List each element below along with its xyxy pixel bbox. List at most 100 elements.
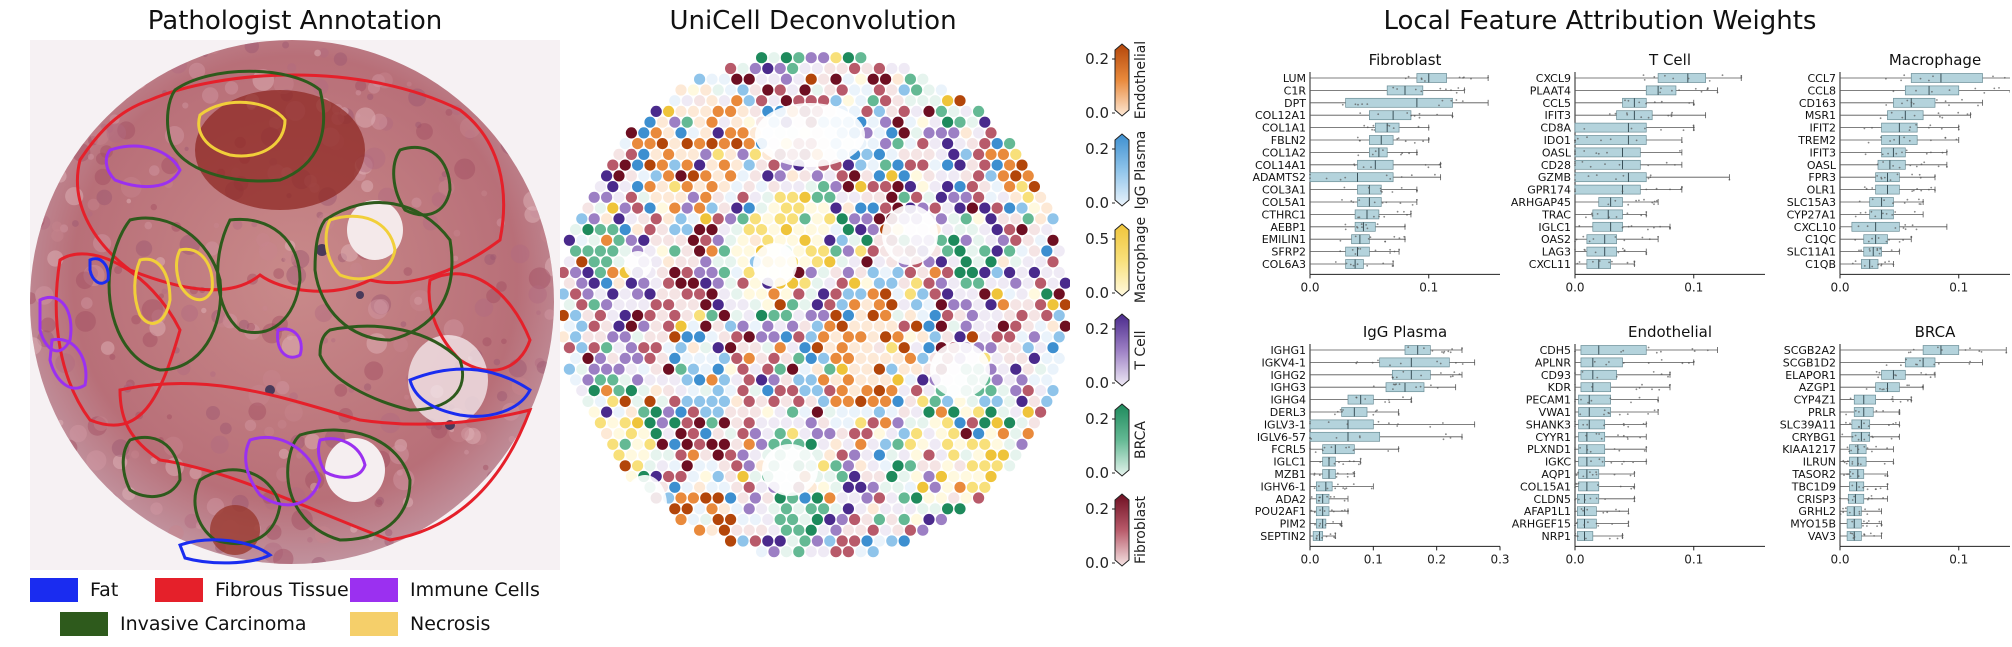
spot xyxy=(818,245,830,257)
spot xyxy=(948,470,960,483)
spot xyxy=(756,417,768,429)
spot xyxy=(1028,331,1040,343)
spot xyxy=(632,417,644,429)
spot xyxy=(632,460,644,472)
spot xyxy=(811,299,823,311)
spot xyxy=(892,266,904,279)
spot xyxy=(818,438,830,450)
spot xyxy=(849,256,861,268)
spot xyxy=(892,395,904,407)
spot xyxy=(625,449,637,461)
spot xyxy=(911,191,923,203)
spot xyxy=(787,342,799,354)
spot xyxy=(768,202,780,214)
spot xyxy=(607,266,619,279)
box-fpr3 xyxy=(1840,172,1936,183)
spot xyxy=(1053,245,1065,257)
spot xyxy=(675,406,687,418)
spot xyxy=(588,385,600,397)
spot xyxy=(756,352,768,364)
spot xyxy=(966,288,978,300)
spot xyxy=(1010,385,1022,397)
gene-label: COL6A3 xyxy=(1262,258,1306,271)
spot xyxy=(997,234,1009,246)
spot xyxy=(973,256,985,268)
spot xyxy=(780,524,792,536)
spot xyxy=(830,438,842,450)
spot xyxy=(675,470,687,483)
spot xyxy=(756,546,768,558)
spot xyxy=(861,191,873,203)
spot xyxy=(1010,256,1022,268)
spot xyxy=(886,170,898,182)
spot xyxy=(638,191,650,203)
spot xyxy=(818,460,830,472)
spot xyxy=(731,138,743,150)
spot xyxy=(743,395,755,407)
spot xyxy=(675,342,687,354)
spot xyxy=(718,266,730,279)
spot xyxy=(638,342,650,354)
gene-label: CCL8 xyxy=(1808,84,1837,97)
spot xyxy=(762,213,774,225)
box-cd8a xyxy=(1574,122,1695,133)
spot xyxy=(663,191,675,203)
spot xyxy=(737,213,749,225)
spot xyxy=(762,363,774,375)
spot xyxy=(706,374,718,386)
box-shank3 xyxy=(1574,419,1648,430)
spot xyxy=(886,148,898,160)
spot xyxy=(768,73,780,85)
spot xyxy=(625,385,637,397)
box-vav3 xyxy=(1840,531,1883,541)
spot xyxy=(594,288,606,300)
spot xyxy=(774,363,786,375)
box-msr1 xyxy=(1840,110,1972,121)
spot xyxy=(824,256,836,268)
spot xyxy=(991,202,1003,214)
spot xyxy=(1028,352,1040,364)
spot xyxy=(737,428,749,440)
spot xyxy=(985,277,997,289)
gene-label: COL3A1 xyxy=(1262,184,1306,197)
spot xyxy=(849,191,861,203)
spot xyxy=(694,438,706,450)
spot xyxy=(979,438,991,450)
spot xyxy=(563,299,575,311)
spot xyxy=(917,524,929,536)
spot xyxy=(929,116,941,128)
spot xyxy=(663,449,675,461)
gene-label: TRAC xyxy=(1541,208,1571,221)
spot xyxy=(811,492,823,504)
spot xyxy=(712,234,724,246)
gene-label: ILRUN xyxy=(1803,456,1836,469)
spot xyxy=(1035,385,1047,397)
spot xyxy=(923,513,935,526)
annotation-legend: Fat Fibrous Tissue Immune Cells Invasive… xyxy=(30,578,550,646)
spot xyxy=(718,309,730,322)
spot xyxy=(1035,213,1047,225)
spot xyxy=(849,428,861,440)
spot xyxy=(997,170,1009,182)
spot xyxy=(625,148,637,160)
spot xyxy=(774,492,786,504)
spot xyxy=(892,159,904,171)
box-ighv6-1 xyxy=(1310,481,1374,492)
spot xyxy=(811,256,823,268)
spot xyxy=(867,202,879,214)
spot xyxy=(768,159,780,171)
spot xyxy=(700,127,712,139)
spot xyxy=(917,438,929,450)
spot xyxy=(830,73,842,85)
spot xyxy=(712,170,724,182)
box-ilrun xyxy=(1840,456,1895,467)
spot xyxy=(663,105,675,117)
spot xyxy=(997,406,1009,418)
spot xyxy=(669,266,681,279)
spot xyxy=(1028,395,1040,407)
spot xyxy=(787,191,799,203)
spot xyxy=(749,84,761,96)
spot xyxy=(954,266,966,279)
spot xyxy=(923,84,935,96)
spot xyxy=(1047,385,1059,397)
